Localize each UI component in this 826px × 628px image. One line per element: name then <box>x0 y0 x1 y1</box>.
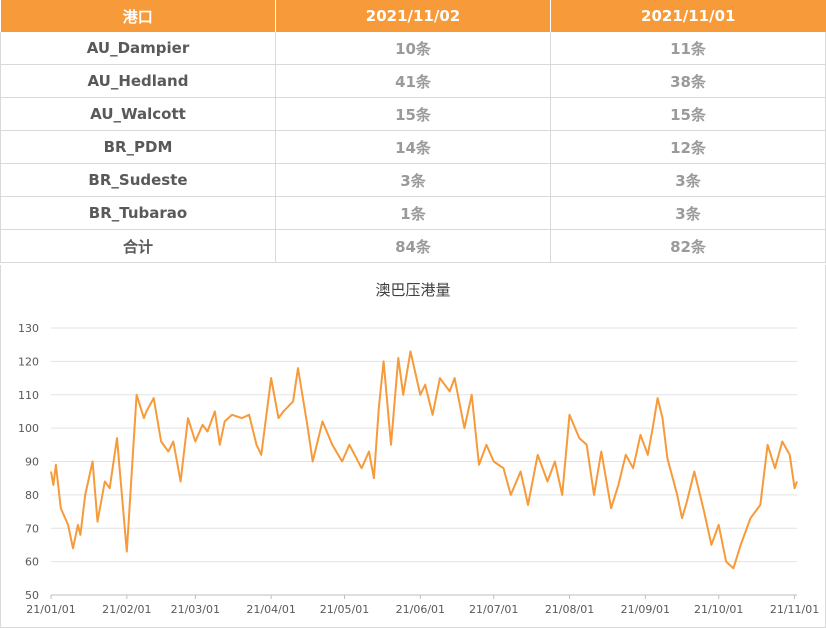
y-tick-label: 60 <box>25 556 39 569</box>
header-port: 港口 <box>0 0 276 32</box>
table-header-row: 港口 2021/11/02 2021/11/01 <box>0 0 826 32</box>
chart-title: 澳巴压港量 <box>375 281 451 299</box>
total-1102: 84条 <box>275 229 551 263</box>
x-tick-label: 21/08/01 <box>545 603 594 616</box>
x-tick-label: 21/06/01 <box>396 603 445 616</box>
total-label: 合计 <box>0 229 276 263</box>
count-1101: 15条 <box>550 97 826 131</box>
y-tick-label: 50 <box>25 589 39 602</box>
y-tick-label: 90 <box>25 456 39 469</box>
table-row: AU_Hedland 41条 38条 <box>0 64 826 98</box>
table-row: BR_Sudeste 3条 3条 <box>0 163 826 197</box>
table-row-total: 合计 84条 82条 <box>0 229 826 263</box>
count-1102: 3条 <box>275 163 551 197</box>
header-date-1101: 2021/11/01 <box>550 0 826 32</box>
chart-container: 澳巴压港量 50 60 70 80 90 100 110 120 130 21/01/01 21/0… <box>0 265 826 628</box>
table-row: BR_Tubarao 1条 3条 <box>0 196 826 230</box>
y-tick-label: 110 <box>18 389 39 402</box>
count-1102: 14条 <box>275 130 551 164</box>
x-tick-label: 21/07/01 <box>469 603 518 616</box>
x-tick-label: 21/09/01 <box>621 603 670 616</box>
count-1102: 41条 <box>275 64 551 98</box>
count-1101: 3条 <box>550 163 826 197</box>
port-name: BR_PDM <box>0 130 276 164</box>
total-1101: 82条 <box>550 229 826 263</box>
table-row: AU_Dampier 10条 11条 <box>0 32 826 65</box>
y-tick-label: 70 <box>25 522 39 535</box>
port-name: BR_Tubarao <box>0 196 276 230</box>
x-tick-label: 21/04/01 <box>246 603 295 616</box>
x-tick-label: 21/10/01 <box>694 603 743 616</box>
port-name: BR_Sudeste <box>0 163 276 197</box>
table-row: BR_PDM 14条 12条 <box>0 130 826 164</box>
port-name: AU_Dampier <box>0 32 276 65</box>
port-name: AU_Hedland <box>0 64 276 98</box>
line-chart: 50 60 70 80 90 100 110 120 130 21/01/01 21/02/01 21… <box>18 322 819 616</box>
x-tick-label: 21/11/01 <box>770 603 819 616</box>
x-tick-label: 21/05/01 <box>320 603 369 616</box>
count-1101: 38条 <box>550 64 826 98</box>
y-tick-label: 100 <box>18 422 39 435</box>
count-1101: 12条 <box>550 130 826 164</box>
count-1102: 1条 <box>275 196 551 230</box>
y-tick-label: 120 <box>18 355 39 368</box>
port-name: AU_Walcott <box>0 97 276 131</box>
x-tick-label: 21/01/01 <box>26 603 75 616</box>
x-tick-label: 21/03/01 <box>171 603 220 616</box>
y-tick-label: 130 <box>18 322 39 335</box>
table-row: AU_Walcott 15条 15条 <box>0 97 826 131</box>
count-1102: 10条 <box>275 32 551 65</box>
series-line <box>50 350 798 570</box>
port-table: 港口 2021/11/02 2021/11/01 AU_Dampier 10条 … <box>0 0 826 263</box>
y-tick-label: 80 <box>25 489 39 502</box>
x-tick-label: 21/02/01 <box>102 603 151 616</box>
count-1101: 3条 <box>550 196 826 230</box>
count-1102: 15条 <box>275 97 551 131</box>
header-date-1102: 2021/11/02 <box>275 0 551 32</box>
count-1101: 11条 <box>550 32 826 65</box>
